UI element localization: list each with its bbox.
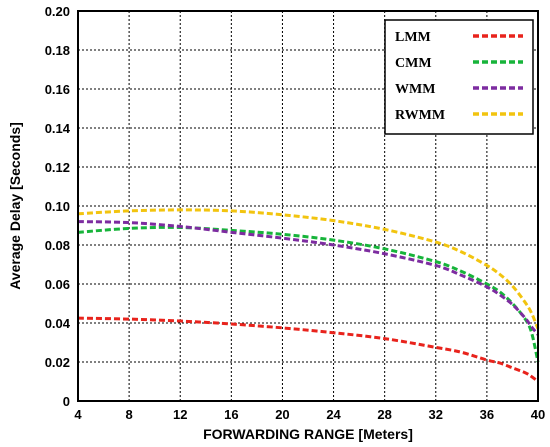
legend-label-cmm: CMM <box>395 56 432 71</box>
legend-label-wmm: WMM <box>395 82 435 97</box>
series-lines <box>77 208 540 383</box>
y-tick-label: 0.14 <box>45 121 71 136</box>
y-tick-label: 0.04 <box>45 316 71 331</box>
legend-box <box>384 19 534 135</box>
x-tick-label: 16 <box>224 407 238 422</box>
x-tick-label: 28 <box>377 407 391 422</box>
x-tick-label: 32 <box>429 407 443 422</box>
legend: LMM CMM WMM RWMM <box>384 19 534 135</box>
x-tick-label: 8 <box>125 407 132 422</box>
series-line-wmm <box>77 220 540 336</box>
series-line-rwmm <box>77 208 540 330</box>
y-tick-label: 0.18 <box>45 43 70 58</box>
x-axis-title: FORWARDING RANGE [Meters] <box>203 426 413 442</box>
x-tick-label: 20 <box>275 407 289 422</box>
x-tick-label: 12 <box>173 407 187 422</box>
y-tick-label: 0.16 <box>45 82 70 97</box>
y-tick-label: 0.12 <box>45 160 70 175</box>
x-tick-label: 40 <box>531 407 545 422</box>
x-tick-label: 36 <box>480 407 494 422</box>
series-line-lmm <box>77 316 539 383</box>
grid <box>78 11 538 401</box>
series-line-cmm <box>77 225 540 363</box>
tick-labels: 4 8 12 16 20 24 28 32 36 40 0 0.02 0.04 0.06 0.08 0.10 0… <box>45 4 546 422</box>
y-tick-label: 0.02 <box>45 355 70 370</box>
y-tick-label: 0 <box>63 394 70 409</box>
legend-label-rwmm: RWMM <box>395 108 445 123</box>
y-tick-label: 0.08 <box>45 238 70 253</box>
y-tick-label: 0.10 <box>45 199 70 214</box>
y-axis-title: Average Delay [Seconds] <box>7 122 23 290</box>
x-tick-label: 4 <box>74 407 82 422</box>
legend-label-lmm: LMM <box>395 30 431 45</box>
plot-frame <box>77 10 539 402</box>
y-tick-label: 0.06 <box>45 277 70 292</box>
x-tick-label: 24 <box>326 407 341 422</box>
y-tick-label: 0.20 <box>45 4 70 19</box>
